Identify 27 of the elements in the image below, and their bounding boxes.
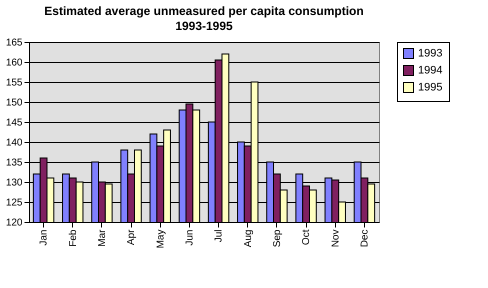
- x-tick-label: Jul: [214, 230, 225, 242]
- y-tick-label: 140: [6, 138, 23, 148]
- x-tick-label: Mar: [96, 228, 108, 247]
- y-tick-label: 145: [6, 118, 23, 128]
- y-tick-label: 150: [6, 98, 23, 108]
- y-tick-label: 160: [6, 58, 23, 68]
- chart-title: Estimated average unmeasured per capita consumption: [44, 4, 364, 18]
- x-tick-label: Jun: [184, 230, 196, 246]
- x-tick-label: Apr: [126, 228, 138, 246]
- y-tick-label: 130: [6, 178, 23, 188]
- y-tick-label: 120: [6, 218, 23, 228]
- legend-label: 1994: [418, 64, 442, 76]
- x-tick-label: Feb: [68, 229, 79, 247]
- x-tick-label: May: [155, 230, 166, 248]
- x-tick-label: Aug: [242, 230, 254, 248]
- x-tick-label: Sep: [272, 229, 283, 248]
- chart-subtitle: 1993-1995: [175, 19, 234, 33]
- y-tick-label: 125: [6, 198, 23, 208]
- x-tick-label: Oct: [301, 229, 312, 246]
- x-tick-label: Jan: [38, 230, 50, 246]
- legend-label: 1993: [418, 48, 442, 60]
- y-tick-label: 165: [6, 38, 23, 48]
- x-tick-label: Dec: [359, 230, 370, 248]
- x-tick-label: Nov: [330, 230, 342, 248]
- y-tick-label: 155: [6, 78, 23, 88]
- legend-label: 1995: [418, 82, 442, 94]
- y-tick-label: 135: [6, 158, 23, 168]
